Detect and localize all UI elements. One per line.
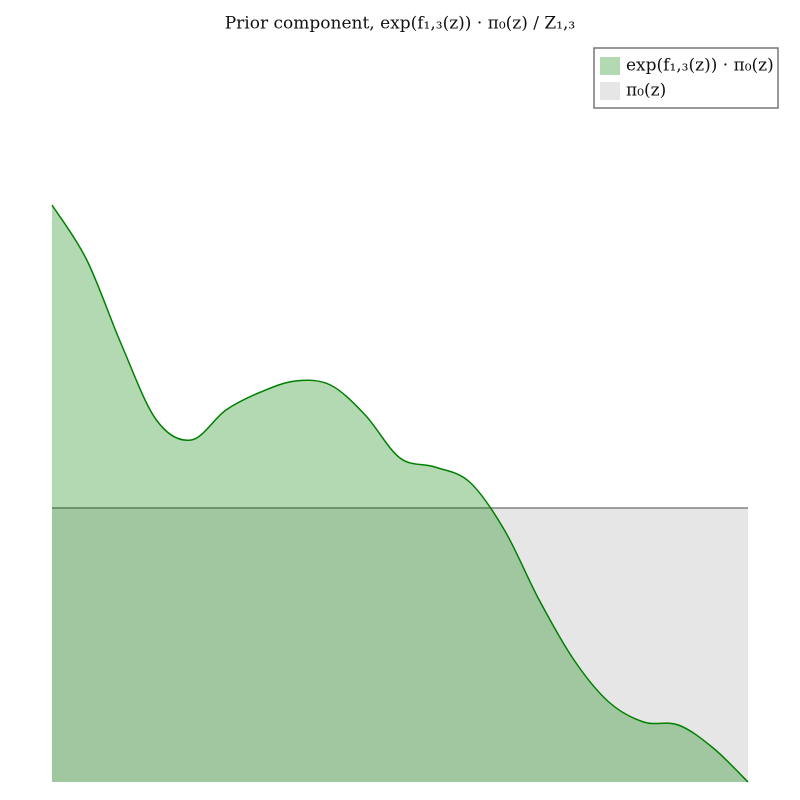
chart-title: Prior component, exp(f₁,₃(z)) · π₀(z) / … [225,14,576,34]
plot-area [51,204,749,783]
legend-label: exp(f₁,₃(z)) · π₀(z) [626,56,774,76]
legend-swatch [600,82,620,100]
area-line [51,204,749,783]
area-fill [52,205,748,782]
legend-label: π₀(z) [626,81,666,101]
legend: exp(f₁,₃(z)) · π₀(z) π₀(z) [593,47,779,109]
legend-box [593,47,779,109]
legend-swatch [600,57,620,75]
area-fill [52,508,748,782]
